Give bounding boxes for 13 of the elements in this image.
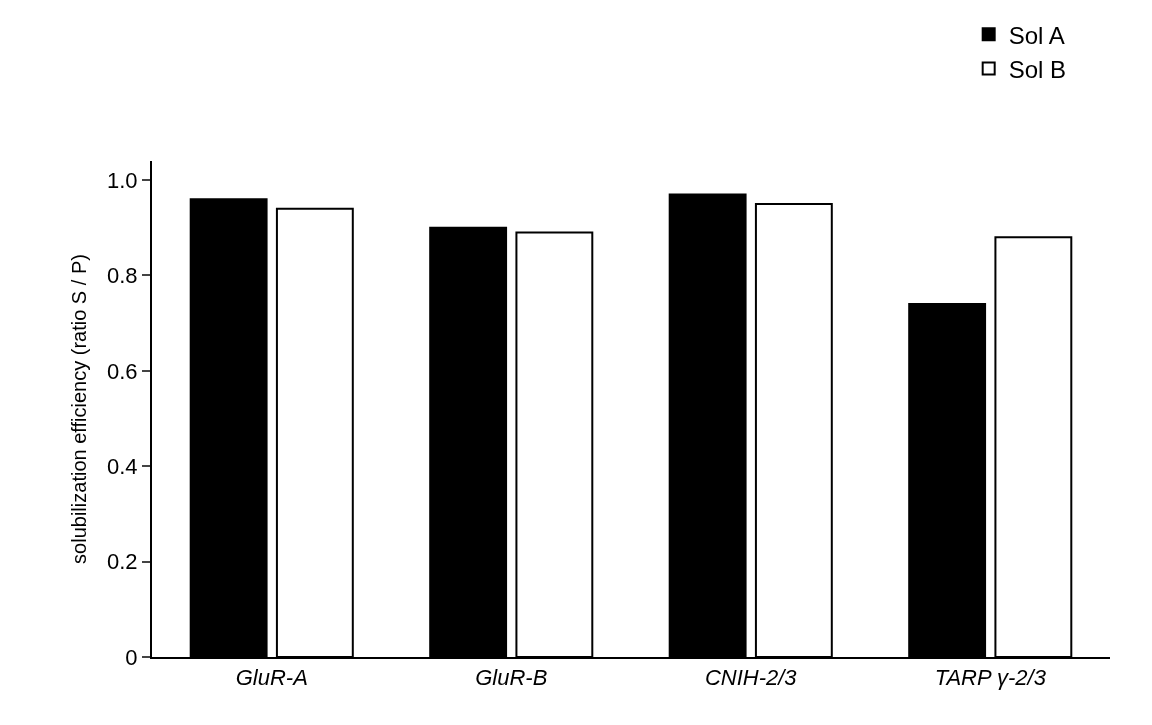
x-tick-label: CNIH-2/3 [704,665,798,691]
x-tick-label: TARP γ-2/3 [934,665,1047,691]
y-tick-label: 0 [125,644,138,670]
x-tick-label: GluR-B [475,665,548,691]
legend-label: Sol A [1008,21,1065,49]
y-tick-label: 0.4 [107,453,138,479]
y-tick-label: 1.0 [107,167,138,193]
x-tick-label: GluR-A [235,665,308,691]
y-tick-label: 0.8 [107,263,138,289]
y-axis-title: solubilization efficiency (ratio S / P) [68,254,91,564]
y-tick-label: 0.6 [107,358,138,384]
y-tick-label: 0.2 [107,549,138,575]
legend-label: Sol B [1008,55,1067,83]
